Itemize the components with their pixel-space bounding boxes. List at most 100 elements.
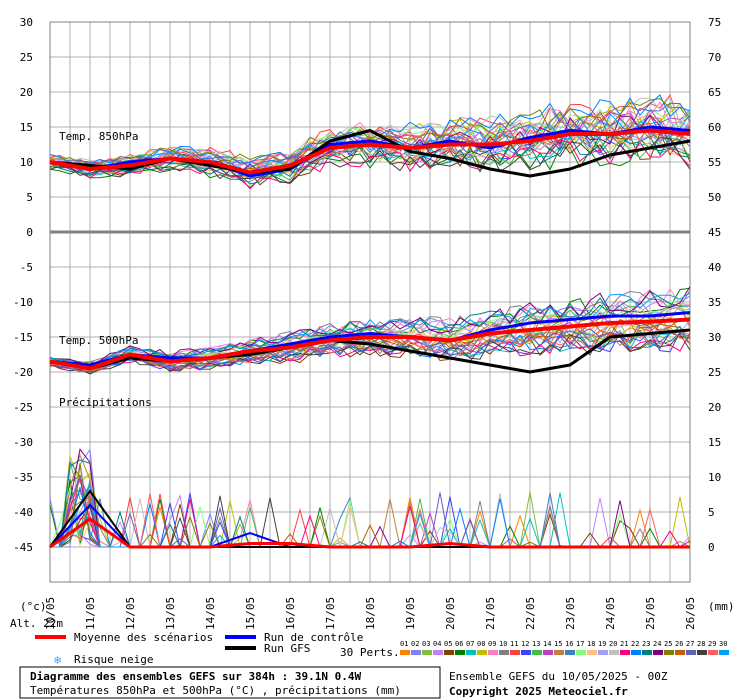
perturbation-number: 07 [466, 640, 474, 648]
x-tick: 11/05 [84, 597, 97, 630]
y-left-tick: 20 [20, 86, 33, 99]
perturbations-label: 30 Perts. [340, 646, 400, 659]
y-right-tick: 10 [708, 471, 721, 484]
perturbation-swatch [521, 650, 531, 655]
x-tick: 26/05 [684, 597, 697, 630]
footer-subtitle: Températures 850hPa et 500hPa (°C) , pré… [30, 684, 401, 697]
perturbation-number: 02 [411, 640, 419, 648]
perturbation-swatch [510, 650, 520, 655]
perturbation-number: 06 [455, 640, 463, 648]
legend-gfs: Run GFS [264, 642, 310, 655]
y-right-tick: 65 [708, 86, 721, 99]
perturbation-number: 20 [609, 640, 617, 648]
main-series-lines [49, 125, 691, 549]
perturbation-number: 24 [653, 640, 661, 648]
perturbation-number: 23 [642, 640, 650, 648]
perturbation-line [49, 138, 691, 189]
perturbation-swatch [587, 650, 597, 655]
x-tick: 17/05 [324, 597, 337, 630]
y-left-tick: 15 [20, 121, 33, 134]
x-tick: 19/05 [404, 597, 417, 630]
perturbation-line [49, 286, 691, 367]
y-right-tick: 45 [708, 226, 721, 239]
x-tick: 22/05 [524, 597, 537, 630]
perturbation-number: 29 [708, 640, 716, 648]
y-left-tick: 5 [26, 191, 33, 204]
y-right-tick: 75 [708, 16, 721, 29]
y-left-tick: 25 [20, 51, 33, 64]
mean-t850-line [49, 128, 691, 175]
legend-mean: Moyenne des scénarios [74, 631, 213, 644]
legend-control: Run de contrôle [264, 631, 363, 644]
perturbation-line [49, 292, 691, 366]
y-left-tick: -30 [13, 436, 33, 449]
legend-risk: Risque neige [74, 653, 153, 666]
x-tick: 15/05 [244, 597, 257, 630]
snowflake-icon: ❄ [54, 653, 61, 667]
plot-frame [49, 21, 691, 583]
perturbation-number: 26 [675, 640, 683, 648]
x-tick: 18/05 [364, 597, 377, 630]
perturbation-number: 05 [444, 640, 452, 648]
y-right-tick: 5 [708, 506, 715, 519]
perturbation-number: 19 [598, 640, 606, 648]
perturbation-swatch [576, 650, 586, 655]
perturbation-legend: 01 02 03 04 05 06 07 08 09 10 11 12 13 14 15 16 17 18 19 20… [400, 640, 729, 655]
x-tick: 12/05 [124, 597, 137, 630]
perturbation-swatch [631, 650, 641, 655]
x-tick: 10/05 [44, 597, 57, 630]
y-right-tick: 35 [708, 296, 721, 309]
mean-precip-line [49, 517, 690, 549]
perturbation-swatch [400, 650, 410, 655]
y-left-tick: -40 [13, 506, 33, 519]
perturbation-number: 21 [620, 640, 628, 648]
perturbation-number: 17 [576, 640, 584, 648]
perturbation-line [49, 136, 691, 181]
label-t850: Temp. 850hPa [59, 130, 138, 143]
perturbation-number: 04 [433, 640, 441, 648]
y-left-tick: -20 [13, 366, 33, 379]
y-right-tick: 15 [708, 436, 721, 449]
left-unit: (°c) [20, 600, 47, 613]
perturbation-line [50, 98, 691, 168]
y-left-tick: -45 [13, 541, 33, 554]
perturbation-swatch [433, 650, 443, 655]
perturbation-swatch [686, 650, 696, 655]
perturbation-swatch [565, 650, 575, 655]
perturbation-swatch [620, 650, 630, 655]
perturbation-number: 16 [565, 640, 573, 648]
perturbation-swatch [532, 650, 542, 655]
perturbation-swatch [444, 650, 454, 655]
footer-run: Ensemble GEFS du 10/05/2025 - 00Z [449, 670, 668, 683]
perturbation-swatch [598, 650, 608, 655]
x-tick: 13/05 [164, 597, 177, 630]
perturbation-swatch [466, 650, 476, 655]
perturbation-number: 09 [488, 640, 496, 648]
perturbation-line [49, 136, 691, 183]
perturbation-swatch [664, 650, 674, 655]
y-left-tick: 0 [26, 226, 33, 239]
perturbation-swatch [554, 650, 564, 655]
perturbation-swatch [697, 650, 707, 655]
y-left-tick: -10 [13, 296, 33, 309]
y-left-tick: 10 [20, 156, 33, 169]
y-right-tick: 40 [708, 261, 721, 274]
y-left-tick: -25 [13, 401, 33, 414]
label-precip: Précipitations [59, 396, 152, 409]
perturbation-line [49, 134, 691, 185]
x-axis-ticks: 10/05 11/05 12/05 13/05 14/05 15/05 16/05 17/05… [44, 597, 697, 630]
perturbation-swatch [422, 650, 432, 655]
perturbation-number: 14 [543, 640, 551, 648]
perturbation-number: 10 [499, 640, 507, 648]
perturbation-swatch [477, 650, 487, 655]
y-right-tick: 50 [708, 191, 721, 204]
perturbation-line [49, 113, 691, 176]
y-right-tick: 70 [708, 51, 721, 64]
y-left-tick: -15 [13, 331, 33, 344]
y-right-tick: 55 [708, 156, 721, 169]
perturbation-swatch [455, 650, 465, 655]
x-tick: 14/05 [204, 597, 217, 630]
perturbation-number: 13 [532, 640, 540, 648]
perturbation-number: 25 [664, 640, 672, 648]
perturbation-line [49, 328, 691, 372]
